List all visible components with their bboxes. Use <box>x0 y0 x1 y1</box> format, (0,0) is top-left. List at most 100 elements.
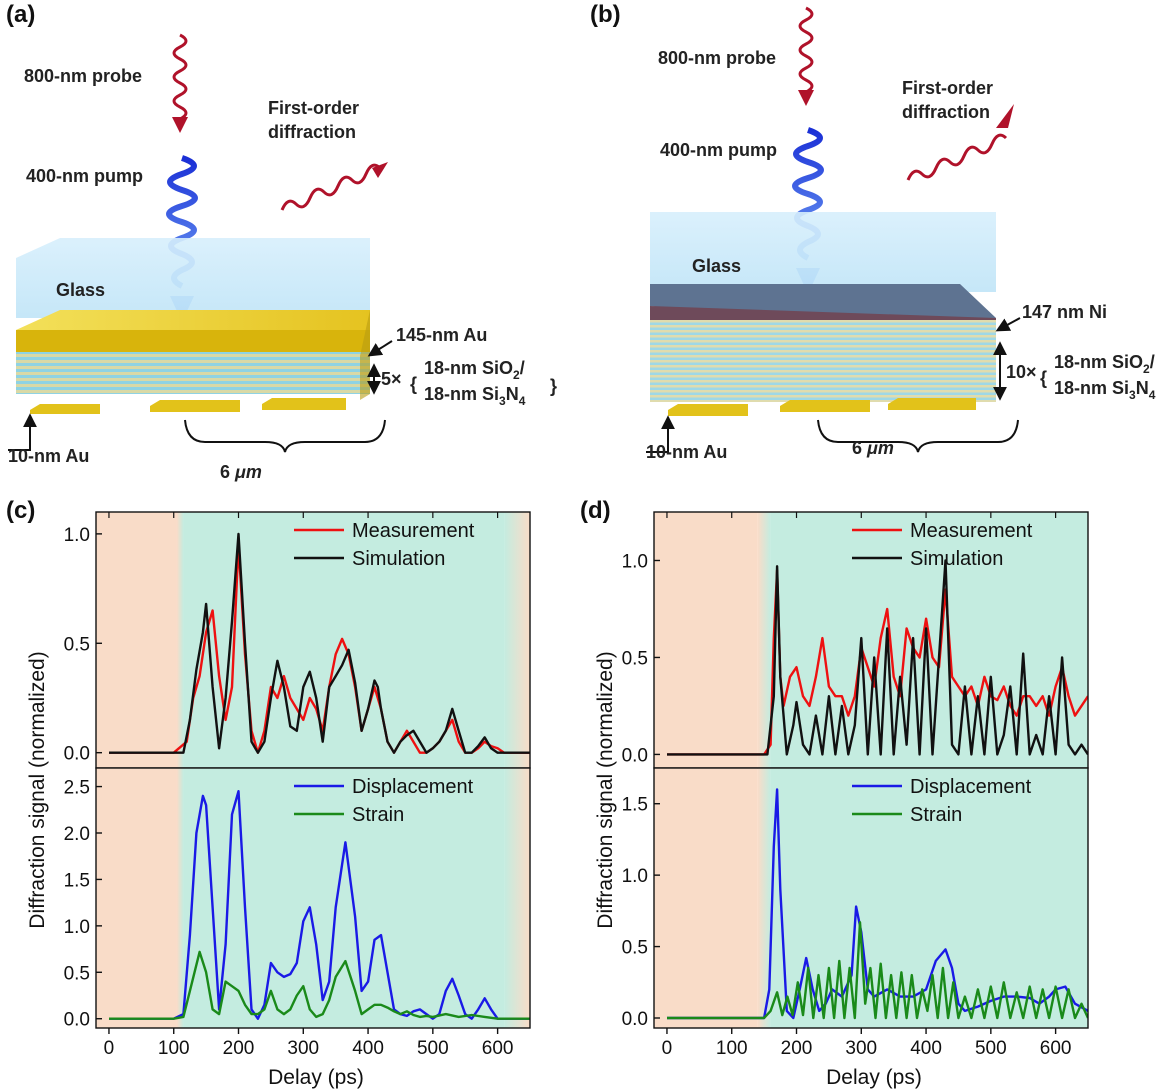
shade-main-region <box>183 768 505 1028</box>
panel-c-xlabel: Delay (ps) <box>268 1066 364 1089</box>
grating-label: 10-nm Au <box>646 442 727 462</box>
grating-stripe-3 <box>888 398 976 410</box>
y-tick-label: 0.5 <box>64 634 90 655</box>
shade-transition-region <box>757 512 771 768</box>
stack-side <box>650 320 996 402</box>
panel-d-ylabel: Diffraction signal (normalized) <box>594 651 617 928</box>
left-brace-icon: { <box>1040 368 1047 388</box>
plot-frame <box>653 767 1089 1029</box>
left-brace-icon: { <box>410 374 417 394</box>
right-brace-icon: } <box>550 376 557 396</box>
y-tick-label: 0.0 <box>622 1009 648 1030</box>
grating-stripe-1 <box>30 404 100 414</box>
layer2-label: 18-nm Si3N4 <box>1054 378 1156 402</box>
period-label: 6 μm <box>220 462 262 482</box>
series-measurement <box>667 569 1088 756</box>
panel-c-label: (c) <box>6 497 35 524</box>
glass-block <box>16 238 370 318</box>
panel-d-label: (d) <box>580 497 611 524</box>
y-tick-label: 2.5 <box>64 778 90 799</box>
x-tick-label: 100 <box>716 1038 748 1059</box>
shade-pre-region <box>96 768 177 1028</box>
period-brace-icon <box>184 419 386 453</box>
panel-a-label: (a) <box>6 1 35 28</box>
top-layer-label: 145-nm Au <box>396 325 487 345</box>
y-tick-label: 1.0 <box>64 917 90 938</box>
panel-b-schematic: (b) 800-nm probe 400-nm pump First-order… <box>590 1 1156 462</box>
shade-pre-region <box>654 768 758 1028</box>
panel-a-schematic: (a) 800-nm probe 400-nm pump First-order… <box>6 1 557 482</box>
probe-label: 800-nm probe <box>658 48 776 68</box>
glass-block <box>650 212 996 292</box>
shade-transition-region <box>757 768 771 1028</box>
grating-stripe-1 <box>668 404 748 416</box>
legend-label: Measurement <box>910 520 1033 542</box>
y-tick-label: 0.5 <box>64 963 90 984</box>
diffraction-wave-icon <box>906 133 1008 181</box>
pump-label: 400-nm pump <box>26 166 143 186</box>
glass-label: Glass <box>692 256 741 276</box>
x-tick-label: 200 <box>781 1038 813 1059</box>
y-tick-label: 0.5 <box>622 648 648 669</box>
shade-pre-region <box>96 512 177 768</box>
series-displacement <box>667 788 1088 1020</box>
glass-label: Glass <box>56 280 105 300</box>
probe-arrowhead-icon <box>172 117 188 133</box>
probe-label: 800-nm probe <box>24 66 142 86</box>
x-tick-label: 0 <box>104 1038 115 1059</box>
layer2-label: 18-nm Si3N4 <box>424 384 526 408</box>
series-simulation <box>667 559 1088 756</box>
shade-post-region <box>504 512 530 768</box>
diffraction-label-2: diffraction <box>268 122 356 142</box>
y-tick-label: 2.0 <box>64 824 90 845</box>
series-displacement <box>109 790 530 1020</box>
panel-d-bottom-plot: 0.0 0.5 1.0 1.5 0 100 200 300 400 500 600 Displacem… <box>622 767 1089 1059</box>
diffraction-label-2: diffraction <box>902 102 990 122</box>
panel-c-top-plot: 0.0 0.5 1.0 Measurement Simulation <box>64 511 531 769</box>
panel-d-xlabel: Delay (ps) <box>826 1066 922 1089</box>
diffraction-wave-icon <box>280 163 382 211</box>
plot-frame <box>95 767 531 1029</box>
repeat-label: 10× <box>1006 362 1037 382</box>
grating-label: 10-nm Au <box>8 446 89 466</box>
y-tick-label: 1.5 <box>622 795 648 816</box>
period-brace-icon <box>817 419 1019 453</box>
panel-b-label: (b) <box>590 1 621 28</box>
x-tick-label: 400 <box>352 1038 384 1059</box>
panel-c-ylabel: Diffraction signal (normalized) <box>26 651 49 928</box>
y-tick-label: 0.5 <box>622 938 648 959</box>
y-tick-label: 0.0 <box>64 1010 90 1031</box>
grating-arrow-icon <box>646 415 675 453</box>
y-tick-label: 1.5 <box>64 870 90 891</box>
x-tick-label: 100 <box>158 1038 190 1059</box>
grating-stripe-2 <box>150 400 240 412</box>
period-label: 6 μm <box>852 438 894 458</box>
pump-label: 400-nm pump <box>660 140 777 160</box>
multilayer-stack <box>16 352 370 394</box>
x-tick-label: 0 <box>662 1038 673 1059</box>
y-tick-label: 1.0 <box>622 551 648 572</box>
legend-label: Simulation <box>910 548 1003 570</box>
x-tick-label: 600 <box>1040 1038 1072 1059</box>
probe-arrowhead-icon <box>798 90 814 106</box>
layer1-label: 18-nm SiO2/ <box>424 358 525 382</box>
grating-stripe-2 <box>780 400 870 412</box>
series-strain <box>109 950 530 1020</box>
top-layer-label: 147 nm Ni <box>1022 302 1107 322</box>
gold-layer-front <box>16 330 370 352</box>
legend-label: Displacement <box>352 776 474 798</box>
legend-label: Strain <box>352 804 404 826</box>
diffraction-arrowhead-icon <box>996 104 1014 128</box>
legend-label: Simulation <box>352 548 445 570</box>
shade-pre-region <box>654 512 758 768</box>
series-simulation <box>109 532 530 754</box>
legend-label: Displacement <box>910 776 1032 798</box>
panel-c-bottom-plot: 0.0 0.5 1.0 1.5 2.0 2.5 0 100 200 300 400 500 600 Dis… <box>64 767 531 1059</box>
top-layer-arrow-icon <box>995 317 1021 332</box>
grating-arrow-icon <box>8 413 37 451</box>
probe-wave-icon <box>798 6 814 94</box>
x-tick-label: 500 <box>975 1038 1007 1059</box>
series-strain <box>667 921 1088 1020</box>
x-tick-label: 300 <box>287 1038 319 1059</box>
